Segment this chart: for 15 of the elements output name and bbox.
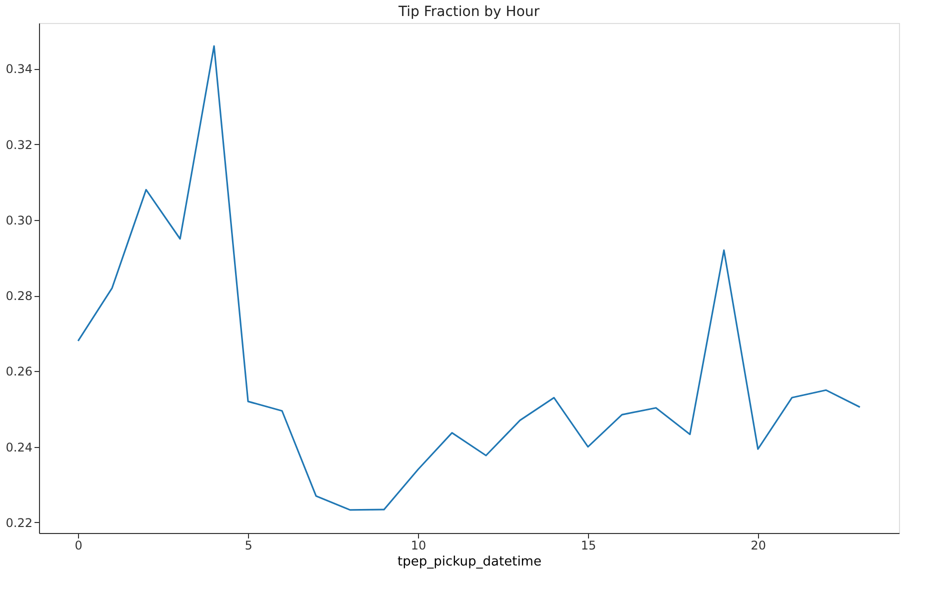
chart-title: Tip Fraction by Hour (397, 4, 540, 20)
y-tick-label: 0.24 (6, 440, 32, 454)
x-tick-label: 10 (410, 538, 426, 552)
y-tick-label: 0.26 (6, 364, 32, 379)
y-tick-label: 0.34 (6, 62, 32, 76)
y-tick-label: 0.22 (6, 516, 32, 530)
x-axis-title: tpep_pickup_datetime (398, 554, 542, 570)
y-tick-label: 0.30 (6, 213, 32, 228)
y-tick-label: 0.28 (6, 289, 32, 304)
line-series (77, 45, 861, 511)
x-tick-label: 0 (74, 538, 82, 552)
x-tick-label: 20 (750, 538, 766, 552)
x-tick-label: 15 (580, 538, 596, 552)
y-tick-label: 0.32 (6, 138, 32, 152)
x-tick-label: 5 (244, 538, 252, 552)
